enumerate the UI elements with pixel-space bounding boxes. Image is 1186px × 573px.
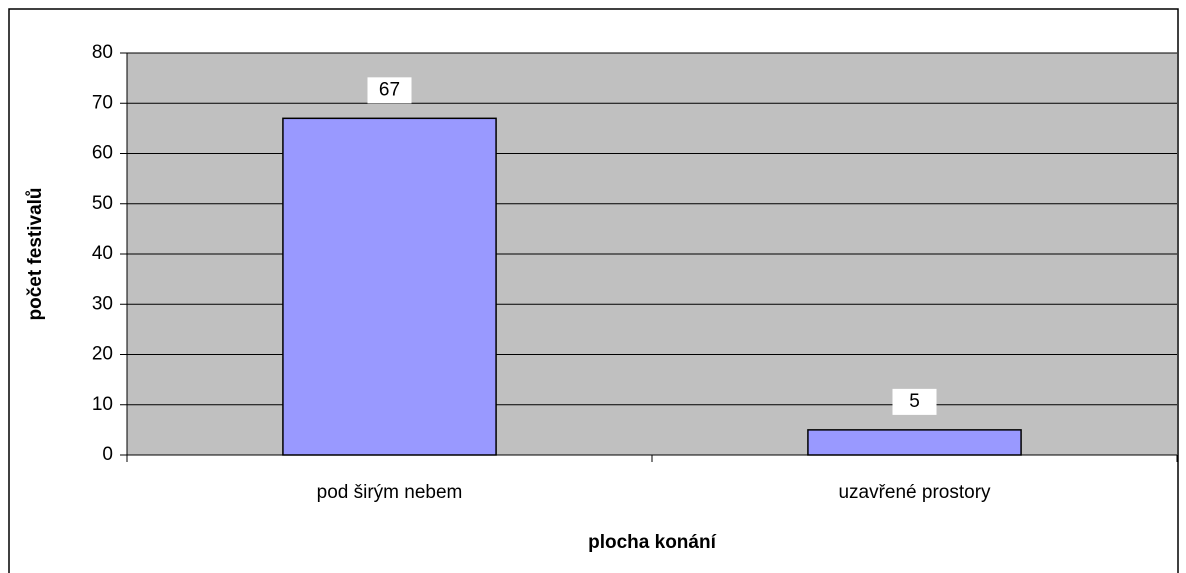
data-label: 5 [909, 391, 920, 412]
y-tick-label: 50 [92, 193, 113, 214]
bar [282, 117, 497, 456]
y-tick-label: 0 [102, 444, 113, 465]
y-tick-label: 60 [92, 143, 113, 164]
data-label-background [892, 388, 937, 415]
y-axis-title: počet festivalů [25, 187, 46, 320]
data-label: 67 [379, 79, 400, 100]
x-tick-label: uzavřené prostory [838, 482, 991, 503]
data-label-background [367, 77, 412, 104]
y-tick-label: 20 [92, 344, 113, 365]
y-tick-label: 10 [92, 394, 113, 415]
y-tick-label: 80 [92, 42, 113, 63]
y-tick-label: 40 [92, 243, 113, 264]
x-tick-label: pod širým nebem [317, 482, 463, 503]
y-tick-label: 30 [92, 293, 113, 314]
y-tick-label: 70 [92, 92, 113, 113]
bar [807, 429, 1022, 456]
x-axis-title: plocha konání [588, 532, 716, 553]
